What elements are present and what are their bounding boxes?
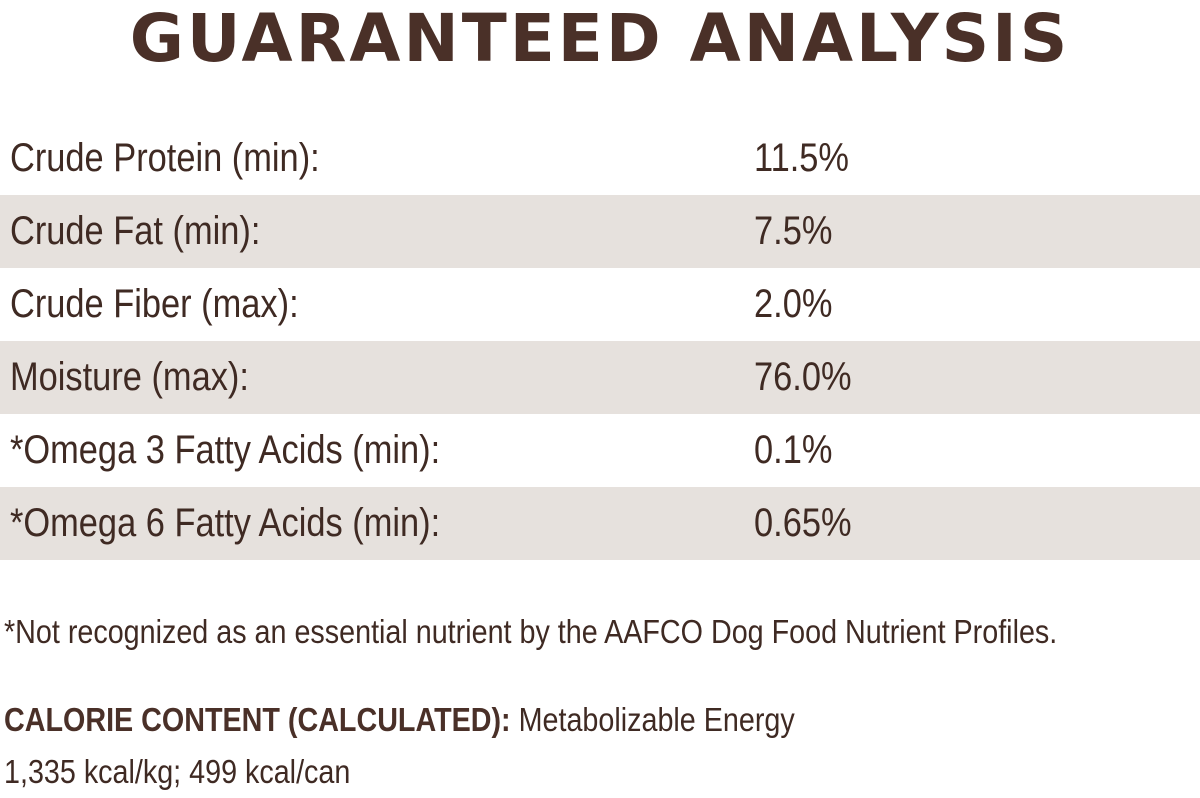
- calorie-values: 1,335 kcal/kg; 499 kcal/can: [4, 753, 351, 790]
- nutrient-label: Crude Fiber (max):: [10, 282, 299, 326]
- nutrient-value: 11.5%: [754, 136, 849, 180]
- table-row: *Omega 6 Fatty Acids (min): 0.65%: [0, 487, 1200, 560]
- nutrient-value: 7.5%: [754, 209, 833, 253]
- table-row: Crude Protein (min): 11.5%: [0, 122, 1200, 195]
- nutrient-label: Crude Fat (min):: [10, 209, 261, 253]
- table-row: Crude Fat (min): 7.5%: [0, 195, 1200, 268]
- nutrient-label: *Omega 6 Fatty Acids (min):: [10, 501, 441, 545]
- calorie-content-heading: CALORIE CONTENT (CALCULATED):: [4, 701, 511, 738]
- analysis-table: Crude Protein (min): 11.5% Crude Fat (mi…: [0, 122, 1200, 560]
- nutrient-label: Crude Protein (min):: [10, 136, 320, 180]
- nutrient-label: Moisture (max):: [10, 355, 249, 399]
- nutrient-value: 2.0%: [754, 282, 833, 326]
- calorie-content-text: Metabolizable Energy: [510, 701, 795, 738]
- aafco-footnote: *Not recognized as an essential nutrient…: [4, 613, 1058, 650]
- nutrient-value: 76.0%: [754, 355, 852, 399]
- page-title: GUARANTEED ANALYSIS: [129, 0, 1071, 77]
- table-row: Moisture (max): 76.0%: [0, 341, 1200, 414]
- nutrient-value: 0.1%: [754, 428, 833, 472]
- nutrient-value: 0.65%: [754, 501, 852, 545]
- table-row: Crude Fiber (max): 2.0%: [0, 268, 1200, 341]
- nutrient-label: *Omega 3 Fatty Acids (min):: [10, 428, 441, 472]
- calorie-content-line: CALORIE CONTENT (CALCULATED): Metaboliza…: [4, 698, 795, 742]
- table-row: *Omega 3 Fatty Acids (min): 0.1%: [0, 414, 1200, 487]
